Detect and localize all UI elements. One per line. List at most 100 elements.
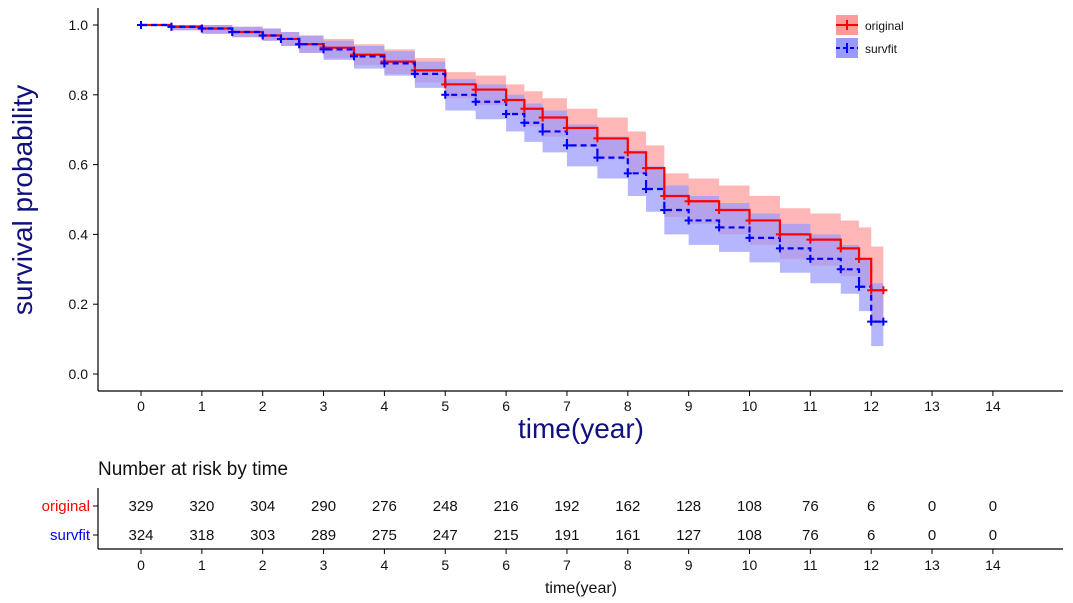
y-tick-label: 0.0 xyxy=(69,366,89,382)
censor-mark-original xyxy=(520,104,529,113)
risk-x-tick-label: 4 xyxy=(381,557,389,573)
censor-mark-original xyxy=(745,216,754,225)
censor-mark-survfit xyxy=(502,109,511,118)
x-tick-label: 12 xyxy=(863,398,879,414)
censor-mark-original xyxy=(855,254,864,263)
risk-value-original: 108 xyxy=(737,498,762,515)
censor-mark-survfit xyxy=(684,216,693,225)
x-tick-label: 13 xyxy=(924,398,940,414)
risk-row-label-survfit: survfit xyxy=(50,527,91,544)
censor-mark-original xyxy=(879,286,888,295)
confidence-band-survfit xyxy=(141,25,884,347)
risk-value-original: 0 xyxy=(928,498,936,515)
censor-mark-original xyxy=(684,197,693,206)
risk-value-original: 162 xyxy=(615,498,640,515)
censor-mark-original xyxy=(867,286,876,295)
censor-mark-survfit xyxy=(562,141,571,150)
x-tick-label: 6 xyxy=(502,398,510,414)
censor-mark-original xyxy=(471,85,480,94)
censor-mark-survfit xyxy=(806,254,815,263)
risk-x-tick-label: 5 xyxy=(441,557,449,573)
risk-x-tick-label: 11 xyxy=(803,557,818,573)
censor-mark-original xyxy=(715,205,724,214)
risk-x-tick-label: 2 xyxy=(259,557,267,573)
censor-mark-survfit xyxy=(623,169,632,178)
y-tick-label: 0.4 xyxy=(69,226,89,242)
risk-value-original: 0 xyxy=(989,498,997,515)
risk-value-original: 248 xyxy=(433,498,458,515)
risk-value-survfit: 247 xyxy=(433,527,458,544)
censor-mark-survfit xyxy=(642,185,651,194)
x-tick-label: 4 xyxy=(381,398,389,414)
risk-value-survfit: 127 xyxy=(676,527,701,544)
risk-value-original: 6 xyxy=(867,498,875,515)
y-tick-label: 0.8 xyxy=(69,87,89,103)
censor-mark-survfit xyxy=(520,118,529,127)
censor-mark-survfit xyxy=(715,223,724,232)
censor-mark-survfit xyxy=(471,97,480,106)
risk-value-survfit: 318 xyxy=(189,527,214,544)
y-tick-label: 1.0 xyxy=(69,17,89,33)
censor-mark-original xyxy=(806,235,815,244)
risk-x-tick-label: 6 xyxy=(502,557,510,573)
x-tick-label: 5 xyxy=(441,398,449,414)
risk-x-tick-label: 3 xyxy=(320,557,328,573)
risk-value-survfit: 0 xyxy=(928,527,936,544)
risk-x-axis-title: time(year) xyxy=(545,580,617,597)
risk-value-survfit: 324 xyxy=(128,527,153,544)
risk-value-survfit: 108 xyxy=(737,527,762,544)
censor-mark-survfit xyxy=(836,265,845,274)
censor-mark-survfit xyxy=(775,244,784,253)
risk-x-tick-label: 8 xyxy=(624,557,632,573)
risk-x-tick-label: 14 xyxy=(985,557,1001,573)
censor-mark-survfit xyxy=(167,22,176,31)
risk-row-label-original: original xyxy=(42,498,90,515)
censor-mark-original xyxy=(660,192,669,201)
risk-value-original: 216 xyxy=(494,498,519,515)
risk-value-survfit: 76 xyxy=(802,527,819,544)
risk-x-tick-label: 7 xyxy=(563,557,571,573)
censor-mark-survfit xyxy=(745,233,754,242)
risk-x-tick-label: 13 xyxy=(924,557,940,573)
censor-mark-original xyxy=(441,80,450,89)
risk-value-survfit: 303 xyxy=(250,527,275,544)
risk-value-original: 304 xyxy=(250,498,275,515)
risk-value-survfit: 215 xyxy=(494,527,519,544)
risk-value-survfit: 289 xyxy=(311,527,336,544)
x-tick-label: 10 xyxy=(742,398,758,414)
risk-values: 329 320 304 290 276 248 216 192 162 128 108 76 6 0 0 32… xyxy=(128,498,997,544)
censor-mark-original xyxy=(623,148,632,157)
censor-mark-survfit xyxy=(879,317,888,326)
x-tick-label: 1 xyxy=(198,398,206,414)
x-tick-label: 9 xyxy=(685,398,693,414)
main-x-ticks: 0 1 2 3 4 5 6 7 8 9 10 11 12 13 14 xyxy=(137,391,1001,414)
censor-mark-original xyxy=(562,123,571,132)
y-tick-label: 0.2 xyxy=(69,296,89,312)
censor-mark-survfit xyxy=(380,59,389,68)
censor-mark-survfit xyxy=(867,317,876,326)
survival-line-survfit xyxy=(141,23,884,323)
risk-x-tick-label: 10 xyxy=(742,557,758,573)
risk-value-survfit: 6 xyxy=(867,527,875,544)
censor-mark-survfit xyxy=(349,52,358,61)
confidence-band-original xyxy=(141,25,884,322)
risk-table-title: Number at risk by time xyxy=(98,459,288,480)
risk-value-original: 290 xyxy=(311,498,336,515)
censor-mark-survfit xyxy=(276,34,285,43)
censor-mark-survfit xyxy=(319,45,328,54)
confidence-bands xyxy=(141,25,884,347)
risk-value-survfit: 275 xyxy=(372,527,397,544)
risk-x-tick-label: 1 xyxy=(198,557,206,573)
censor-mark-survfit xyxy=(855,282,864,291)
censor-mark-original xyxy=(593,134,602,143)
y-axis-title: survival probability xyxy=(7,85,38,315)
censor-mark-survfit xyxy=(538,127,547,136)
x-tick-label: 3 xyxy=(320,398,328,414)
censor-mark-survfit xyxy=(660,205,669,214)
censor-mark-original xyxy=(538,113,547,122)
risk-value-survfit: 0 xyxy=(989,527,997,544)
censor-mark-survfit xyxy=(137,21,145,29)
legend-label-survfit: survfit xyxy=(865,42,898,56)
censor-mark-survfit xyxy=(295,40,304,49)
